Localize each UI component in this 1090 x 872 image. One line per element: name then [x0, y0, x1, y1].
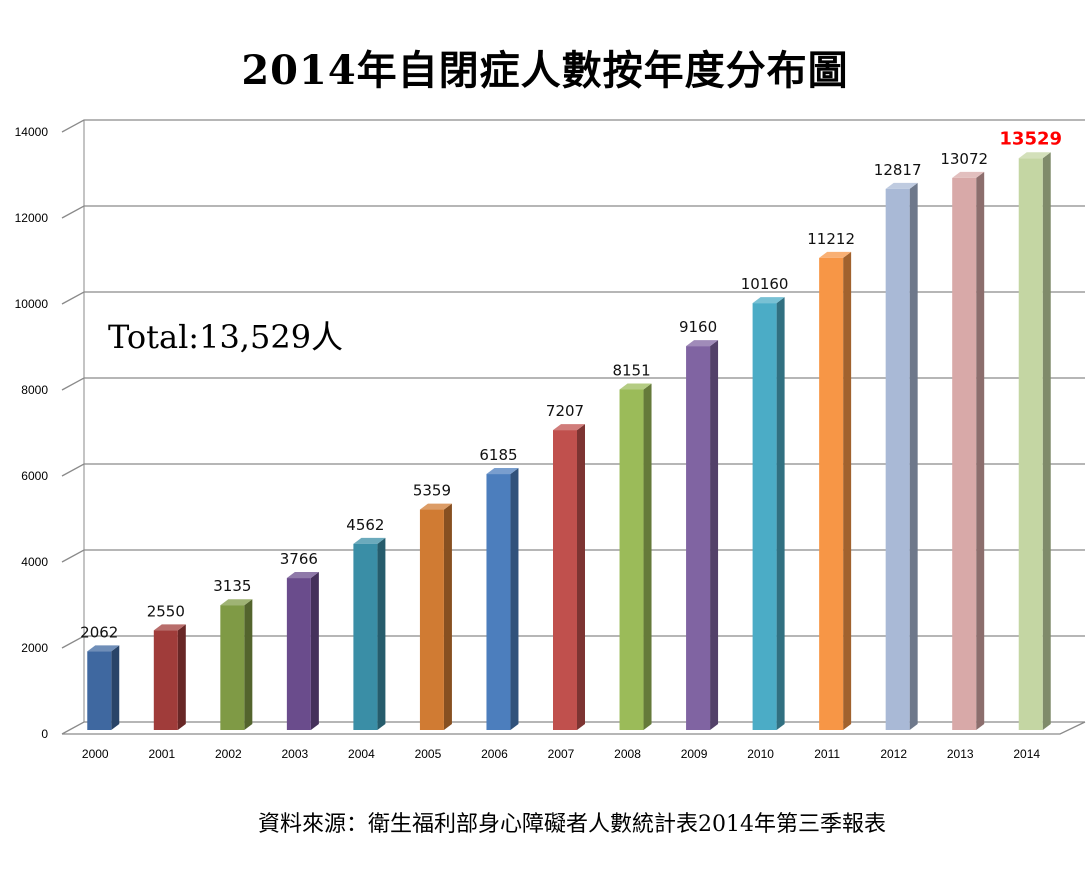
bar-front: [752, 303, 777, 730]
data-label-2014: 13529: [999, 128, 1062, 149]
y-axis-ticks: 0 2000 4000 6000 8000 10000 12000 14000: [15, 125, 49, 741]
bar-2012: [885, 182, 918, 730]
bar-front: [353, 543, 378, 730]
data-label-2001: 2550: [147, 602, 185, 620]
data-label-2011: 11212: [807, 230, 855, 248]
bar-front: [220, 605, 245, 730]
x-tick-label: 2005: [415, 747, 442, 761]
x-tick-label: 2010: [747, 747, 774, 761]
x-tick-label: 2013: [947, 747, 974, 761]
gridline: [61, 291, 1085, 305]
y-tick-label: 14000: [15, 125, 49, 139]
bar-front: [885, 188, 910, 730]
y-tick-label: 10000: [15, 297, 49, 311]
data-label-2009: 9160: [679, 318, 717, 336]
gridline: [61, 635, 1085, 649]
x-tick-label: 2003: [282, 747, 309, 761]
bar-2014: [1018, 152, 1051, 731]
bar-2011: [819, 251, 852, 730]
x-tick-label: 2009: [681, 747, 708, 761]
gridline: [61, 463, 1085, 477]
y-tick-label: 12000: [15, 211, 49, 225]
bar-front: [153, 630, 178, 730]
bar-front: [87, 651, 112, 730]
bar-front: [419, 509, 444, 730]
bar-front: [1018, 158, 1043, 731]
x-axis-ticks: 2000 2001 2002 2003 2004 2005 2006 2007 2008 2009…: [82, 747, 1040, 761]
x-tick-label: 2007: [548, 747, 575, 761]
bar-front: [286, 578, 311, 730]
bar-front: [686, 346, 711, 730]
floor-edge: [62, 721, 1086, 735]
y-tick-label: 0: [41, 727, 48, 741]
bar-2009: [686, 340, 719, 730]
gridline: [61, 721, 1085, 735]
bar-2001: [153, 624, 186, 730]
x-tick-label: 2006: [481, 747, 508, 761]
data-label-2004: 4562: [346, 516, 384, 534]
bar-2004: [353, 537, 386, 730]
data-label-2006: 6185: [479, 446, 517, 464]
data-label-2013: 13072: [940, 150, 988, 168]
data-label-2012: 12817: [874, 161, 922, 179]
x-tick-label: 2002: [215, 747, 242, 761]
x-tick-label: 2004: [348, 747, 375, 761]
data-label-2000: 2062: [80, 623, 118, 641]
chart-title: 2014年自閉症人數按年度分布圖: [241, 47, 849, 94]
chart-grid: [61, 119, 1086, 735]
bar-front: [486, 474, 511, 730]
bar-2005: [419, 503, 452, 730]
bar-front: [952, 177, 977, 731]
source-note: 資料來源：衛生福利部身心障礙者人數統計表2014年第三季報表: [258, 812, 886, 837]
bar-2003: [286, 572, 319, 730]
y-tick-label: 8000: [21, 383, 48, 397]
chart-bars: [87, 152, 1051, 731]
x-tick-label: 2000: [82, 747, 109, 761]
data-label-2008: 8151: [612, 362, 650, 380]
data-label-2003: 3766: [280, 550, 318, 568]
x-tick-label: 2008: [614, 747, 641, 761]
total-annotation: Total:13,529人: [108, 318, 344, 356]
bar-2006: [486, 468, 519, 730]
y-tick-label: 4000: [21, 555, 48, 569]
gridline: [61, 119, 1085, 133]
x-tick-label: 2014: [1013, 747, 1040, 761]
data-label-2010: 10160: [741, 275, 789, 293]
x-tick-label: 2011: [814, 747, 840, 761]
gridline: [61, 377, 1085, 391]
bar-2007: [553, 424, 585, 730]
gridline: [61, 205, 1085, 219]
gridline: [61, 549, 1085, 563]
data-label-2005: 5359: [413, 482, 451, 500]
data-labels: 2062 2550 3135 3766 4562 5359 6185 7207 8151 9160…: [80, 128, 1062, 641]
x-tick-label: 2001: [148, 747, 175, 761]
bar-2002: [220, 599, 253, 730]
bar-front: [619, 389, 644, 730]
bar-front: [819, 257, 844, 730]
bar-front: [553, 430, 577, 730]
y-tick-label: 6000: [21, 469, 48, 483]
bar-2000: [87, 645, 120, 730]
bar-2010: [752, 297, 785, 730]
bar-2013: [952, 171, 985, 731]
y-tick-label: 2000: [21, 641, 48, 655]
x-tick-label: 2012: [880, 747, 907, 761]
data-label-2007: 7207: [546, 402, 584, 420]
data-label-2002: 3135: [213, 577, 251, 595]
bar-2008: [619, 383, 652, 730]
